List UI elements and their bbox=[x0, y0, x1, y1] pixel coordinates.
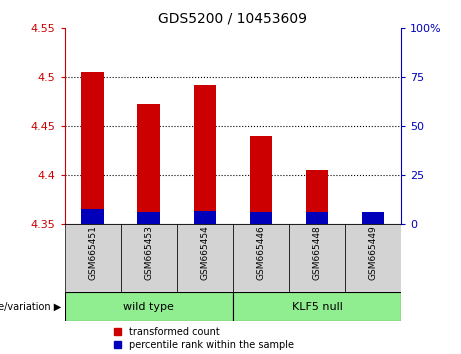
Text: genotype/variation ▶: genotype/variation ▶ bbox=[0, 302, 62, 312]
Bar bbox=[233, 224, 289, 292]
Text: GSM665446: GSM665446 bbox=[256, 225, 266, 280]
Text: GSM665448: GSM665448 bbox=[313, 225, 321, 280]
Bar bbox=[194, 85, 216, 224]
Bar bbox=[65, 292, 233, 321]
Bar bbox=[345, 224, 401, 292]
Bar bbox=[233, 292, 401, 321]
Bar bbox=[121, 224, 177, 292]
Bar bbox=[82, 209, 104, 224]
Text: KLF5 null: KLF5 null bbox=[291, 302, 343, 312]
Text: GSM665454: GSM665454 bbox=[200, 225, 209, 280]
Text: wild type: wild type bbox=[123, 302, 174, 312]
Bar bbox=[137, 104, 160, 224]
Bar bbox=[306, 212, 328, 224]
Bar bbox=[250, 212, 272, 224]
Bar bbox=[362, 212, 384, 224]
Bar bbox=[137, 212, 160, 224]
Bar bbox=[194, 211, 216, 224]
Bar bbox=[362, 222, 384, 224]
Bar bbox=[65, 224, 121, 292]
Text: GSM665453: GSM665453 bbox=[144, 225, 153, 280]
Bar bbox=[306, 170, 328, 224]
Bar bbox=[82, 72, 104, 224]
Bar bbox=[177, 224, 233, 292]
Bar bbox=[289, 224, 345, 292]
Title: GDS5200 / 10453609: GDS5200 / 10453609 bbox=[158, 12, 307, 26]
Text: GSM665449: GSM665449 bbox=[368, 225, 378, 280]
Text: GSM665451: GSM665451 bbox=[88, 225, 97, 280]
Bar bbox=[250, 136, 272, 224]
Legend: transformed count, percentile rank within the sample: transformed count, percentile rank withi… bbox=[110, 323, 298, 354]
